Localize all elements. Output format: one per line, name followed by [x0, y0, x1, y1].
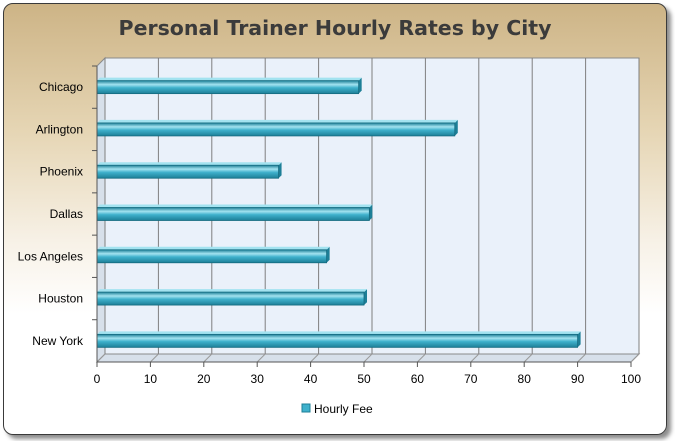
gridline-floor	[577, 353, 586, 363]
bar-top	[97, 289, 367, 293]
gridline-floor	[256, 353, 266, 363]
gridline-floor	[523, 353, 533, 363]
gridline-floor	[150, 353, 159, 363]
x-tick-label: 40	[304, 372, 318, 386]
legend-swatch	[301, 403, 311, 413]
x-tick-label: 0	[94, 372, 101, 386]
legend: Hourly Fee	[301, 402, 373, 416]
axes	[92, 65, 632, 367]
bar-phoenix	[96, 164, 279, 179]
category-label: Houston	[38, 292, 83, 306]
bar-new-york	[96, 333, 579, 348]
bar-end	[364, 289, 367, 306]
bar-houston	[96, 291, 365, 306]
category-label: Dallas	[50, 207, 83, 221]
x-tick-label: 80	[518, 372, 532, 386]
bar-end	[577, 331, 581, 348]
bar-chicago	[96, 80, 360, 95]
chart-title: Personal Trainer Hourly Rates by City	[119, 16, 552, 40]
bar-top	[97, 77, 362, 81]
category-label: Chicago	[39, 80, 83, 94]
x-tick-label: 90	[571, 372, 585, 386]
gridline-floor	[203, 353, 213, 363]
x-tick-label: 50	[357, 372, 371, 386]
bar-dallas	[96, 207, 370, 221]
bar-end	[278, 162, 282, 179]
x-axis-tick-labels: 0 10 20 30 40 50 60 70 80 90 100	[94, 372, 642, 386]
category-labels: Chicago Arlington Phoenix Dallas Los Angeles…	[18, 80, 84, 348]
bar-end	[454, 119, 458, 136]
x-tick-label: 70	[464, 372, 478, 386]
bar-los-angeles	[96, 249, 328, 264]
bar-end	[326, 246, 330, 263]
x-tick-label: 10	[144, 372, 158, 386]
gridline-floor	[310, 353, 319, 363]
bar-arlington	[96, 122, 456, 137]
gridline-floor	[470, 353, 480, 363]
bars	[96, 77, 581, 348]
gridline-floor	[630, 353, 640, 363]
category-label: New York	[32, 334, 84, 348]
category-label: Arlington	[36, 122, 83, 136]
bar-top	[97, 246, 330, 250]
gridline-floor	[96, 353, 106, 363]
x-tick-label: 20	[197, 372, 211, 386]
x-tick-label: 60	[411, 372, 425, 386]
category-label: Los Angeles	[18, 249, 83, 263]
bar-top	[97, 162, 282, 166]
gridline-floor	[363, 353, 373, 363]
legend-label-hourly-fee: Hourly Fee	[314, 402, 373, 416]
bar-top	[97, 119, 458, 123]
bar-top	[97, 204, 373, 208]
bar-top	[97, 331, 581, 335]
x-tick-label: 30	[251, 372, 265, 386]
category-label: Phoenix	[40, 165, 83, 179]
x-tick-label: 100	[621, 372, 641, 386]
bar-end	[358, 77, 362, 94]
gridline-floor	[417, 353, 426, 363]
bar-end	[369, 204, 373, 221]
